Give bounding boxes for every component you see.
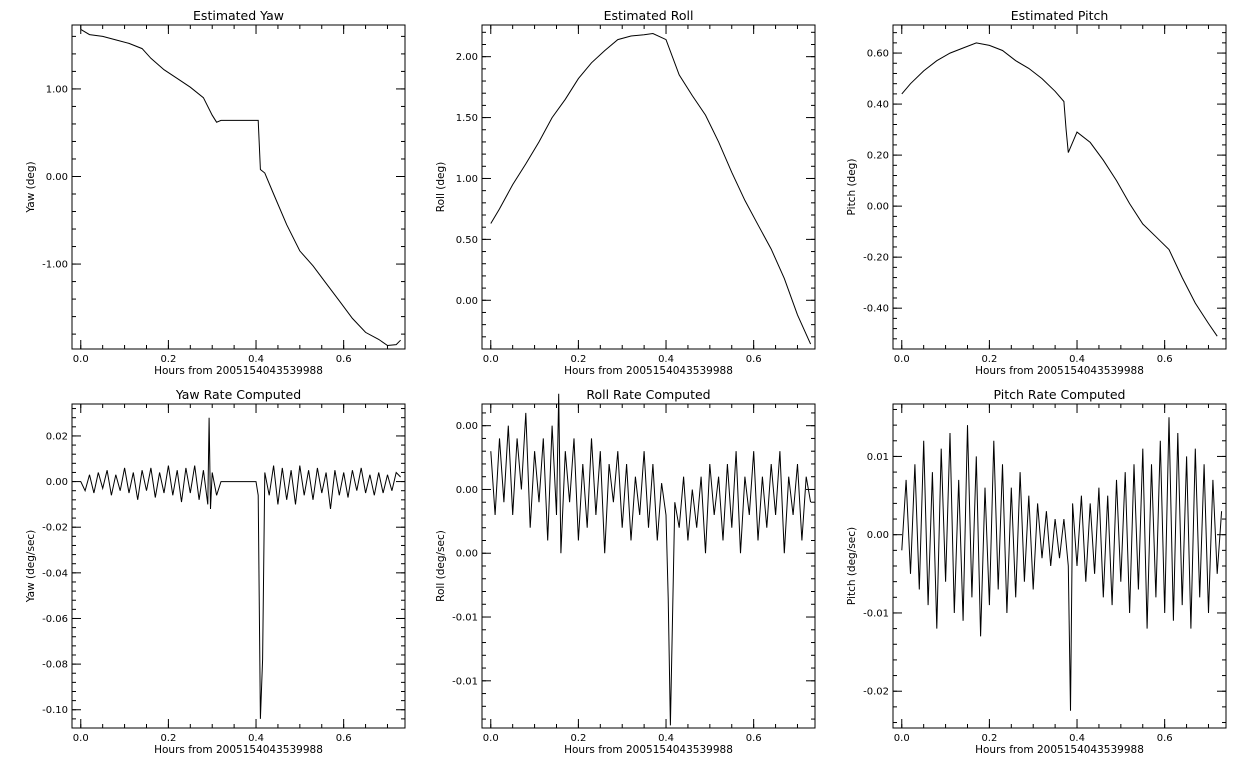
- series-line-yaw: [80, 28, 401, 347]
- x-tick-label: 0.2: [570, 354, 586, 365]
- panel-pitchrate: 0.0 0.2 0.4 0.6 0.01 0.00 -0.01 -0.02 Pitch Rate…: [846, 387, 1227, 756]
- y-tick-label: 0.00: [456, 485, 478, 496]
- y-tick-label: 0.40: [867, 100, 889, 111]
- series-line-yawrate: [80, 417, 401, 719]
- y-tick-label: 0.00: [46, 172, 68, 183]
- x-tick-label: 0.4: [658, 733, 674, 744]
- chart-title: Estimated Yaw: [193, 8, 284, 23]
- chart-title: Yaw Rate Computed: [175, 387, 301, 402]
- y-axis-label: Roll (deg/sec): [435, 530, 447, 602]
- chart-title: Estimated Roll: [604, 8, 694, 23]
- y-tick-label: 0.50: [456, 235, 478, 246]
- panel-rollrate: 0.0 0.2 0.4 0.6 0.00 0.00 0.00 -0.01 -0.01 Roll R…: [435, 387, 816, 756]
- x-tick-label: 0.0: [894, 733, 910, 744]
- x-tick-label: 0.0: [483, 354, 499, 365]
- x-tick-label: 0.6: [336, 733, 352, 744]
- y-axis-label: Pitch (deg): [846, 159, 858, 216]
- panel-yaw: 0.0 0.2 0.4 0.6 1.00 0.00 -1.00 Estimated Yaw Ho…: [25, 8, 406, 377]
- y-axis-label: Yaw (deg): [25, 161, 37, 213]
- y-tick-label: 0.20: [867, 151, 889, 162]
- y-tick-label: -0.20: [863, 253, 889, 264]
- panel-yawrate: 0.0 0.2 0.4 0.6 0.02 0.00 -0.02 -0.04 -0.06 -0.08…: [25, 387, 406, 756]
- y-tick-label: 1.00: [46, 84, 68, 95]
- x-tick-label: 0.2: [981, 733, 997, 744]
- x-tick-label: 0.2: [981, 354, 997, 365]
- x-tick-label: 0.6: [746, 733, 762, 744]
- x-tick-label: 0.4: [248, 354, 264, 365]
- y-tick-label: 0.02: [46, 431, 68, 442]
- x-axis-label: Hours from 2005154043539988: [975, 365, 1144, 377]
- plot-frame-rollrate: [481, 403, 816, 729]
- x-axis-label: Hours from 2005154043539988: [564, 744, 733, 756]
- y-tick-label: 1.50: [456, 113, 478, 124]
- y-tick-label: -0.10: [42, 705, 68, 716]
- x-axis-label: Hours from 2005154043539988: [975, 744, 1144, 756]
- y-tick-label: 0.00: [867, 202, 889, 213]
- series-line-rollrate: [490, 393, 812, 726]
- y-tick-label: 0.01: [867, 452, 889, 463]
- panel-roll: 0.0 0.2 0.4 0.6 2.00 1.50 1.00 0.50 0.00 Estimate…: [435, 8, 816, 377]
- x-tick-label: 0.6: [336, 354, 352, 365]
- x-tick-label: 0.0: [483, 733, 499, 744]
- series-line-roll: [490, 32, 812, 345]
- y-axis-label: Yaw (deg/sec): [25, 530, 37, 604]
- x-tick-label: 0.2: [570, 733, 586, 744]
- x-tick-label: 0.6: [746, 354, 762, 365]
- y-tick-label: -0.01: [452, 613, 478, 624]
- series-line-pitchrate: [901, 417, 1223, 711]
- x-tick-label: 0.4: [1069, 354, 1085, 365]
- y-tick-label: -0.08: [42, 660, 68, 671]
- y-tick-label: -0.02: [42, 523, 68, 534]
- x-tick-label: 0.6: [1157, 733, 1173, 744]
- plot-frame-yaw: [71, 24, 406, 350]
- y-tick-label: 0.00: [867, 530, 889, 541]
- y-tick-label: 0.00: [456, 296, 478, 307]
- x-tick-label: 0.4: [1069, 733, 1085, 744]
- y-tick-label: 0.00: [456, 549, 478, 560]
- x-tick-label: 0.4: [658, 354, 674, 365]
- panel-pitch: 0.0 0.2 0.4 0.6 0.60 0.40 0.20 0.00 -0.20 -0.40 Es…: [846, 8, 1227, 377]
- y-axis-label: Roll (deg): [435, 162, 447, 212]
- y-tick-label: -0.01: [452, 676, 478, 687]
- x-tick-label: 0.6: [1157, 354, 1173, 365]
- y-tick-label: -0.02: [863, 687, 889, 698]
- plot-frame-yawrate: [71, 403, 406, 729]
- chart-title: Estimated Pitch: [1011, 8, 1109, 23]
- x-axis-label: Hours from 2005154043539988: [154, 365, 323, 377]
- plot-frame-pitchrate: [892, 403, 1227, 729]
- x-tick-label: 0.2: [160, 354, 176, 365]
- series-line-pitch: [901, 42, 1218, 337]
- y-tick-label: 2.00: [456, 52, 478, 63]
- y-tick-label: 1.00: [456, 174, 478, 185]
- x-tick-label: 0.0: [73, 354, 89, 365]
- x-tick-label: 0.0: [73, 733, 89, 744]
- y-tick-label: 0.00: [456, 421, 478, 432]
- chart-title: Pitch Rate Computed: [994, 387, 1126, 402]
- x-axis-label: Hours from 2005154043539988: [564, 365, 733, 377]
- plot-frame-roll: [481, 24, 816, 350]
- y-axis-label: Pitch (deg/sec): [846, 527, 858, 605]
- y-tick-label: -1.00: [42, 260, 68, 271]
- x-tick-label: 0.0: [894, 354, 910, 365]
- y-tick-label: 0.60: [867, 49, 889, 60]
- x-axis-label: Hours from 2005154043539988: [154, 744, 323, 756]
- x-tick-label: 0.4: [248, 733, 264, 744]
- y-tick-label: 0.00: [46, 477, 68, 488]
- x-tick-label: 0.2: [160, 733, 176, 744]
- chart-title: Roll Rate Computed: [586, 387, 710, 402]
- plot-frame-pitch: [892, 24, 1227, 350]
- y-tick-label: -0.40: [863, 304, 889, 315]
- y-tick-label: -0.01: [863, 608, 889, 619]
- y-tick-label: -0.04: [42, 568, 68, 579]
- y-tick-label: -0.06: [42, 614, 68, 625]
